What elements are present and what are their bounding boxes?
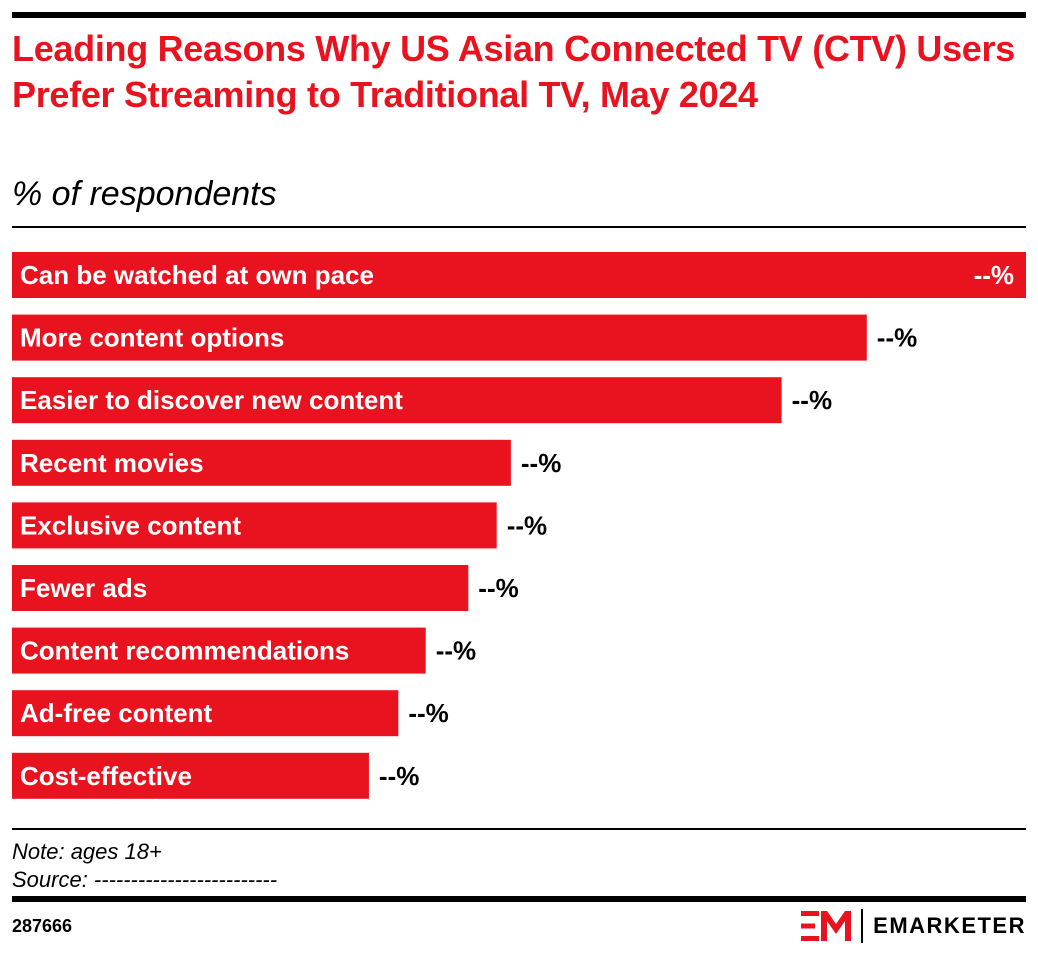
bar [12,252,1026,298]
chart-title: Leading Reasons Why US Asian Connected T… [12,28,1015,115]
value-label: --% [792,385,832,415]
category-label: Content recommendations [20,636,349,666]
category-label: Fewer ads [20,573,147,603]
bar [12,439,511,486]
value-label: --% [379,761,419,791]
bar [12,377,782,424]
bottom-rule [12,896,1026,902]
category-label: Exclusive content [20,510,241,540]
bar [12,565,469,611]
value-label: --% [507,510,547,540]
chart-source: Source: ------------------------- [12,867,278,892]
brand-logo: EMARKETER [801,908,1026,944]
category-label: Ad-free content [20,698,212,728]
value-label: --% [408,698,448,728]
bar-chart: --% Can be watched at own pace --% More con… [12,252,1026,799]
category-label: Can be watched at own pace [20,260,374,290]
category-label: Recent movies [20,448,204,478]
em-logo-icon [801,911,852,941]
value-label: --% [521,448,561,478]
note-rule [12,828,1026,830]
value-label: --% [436,636,476,666]
category-label: Easier to discover new content [20,385,403,415]
bar [12,752,369,799]
value-label: --% [478,573,518,603]
chart-note: Note: ages 18+ [12,839,162,864]
brand-name: EMARKETER [873,913,1026,938]
bar [12,690,399,737]
bar [12,314,867,361]
value-label: --% [974,260,1014,290]
chart-id: 287666 [12,916,73,936]
value-label: --% [877,323,917,353]
category-label: More content options [20,323,284,353]
bar [12,502,497,549]
top-rule [12,12,1026,18]
chart-subtitle: % of respondents [12,175,277,213]
subtitle-rule [12,226,1026,228]
bar [12,627,426,674]
brand-divider [861,909,864,943]
category-label: Cost-effective [20,761,192,791]
